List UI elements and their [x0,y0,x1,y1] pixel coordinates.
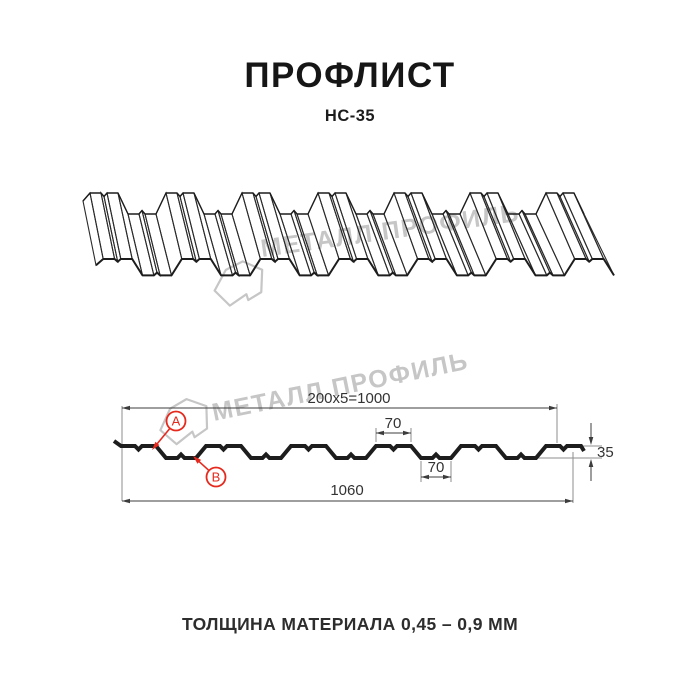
marker-a-circle [165,410,187,432]
profile-3d-lines [82,191,615,278]
model-code: НС-35 [324,107,376,125]
dim-top-width-label: 200x5=1000 [308,390,391,407]
marker-b-circle [205,466,227,488]
marker-a-label: A [172,414,181,429]
thickness-note: ТОЛЩИНА МАТЕРИАЛА 0,45 – 0,9 ММ [181,614,519,634]
marker-b-label: B [212,470,221,485]
metall-profil-logo-icon [159,398,209,446]
dimension-lines [122,405,594,504]
dim-overall-width-label: 1060 [330,482,363,499]
section-profile-path [112,439,586,460]
cross-section-drawing: МЕТАЛЛ ПРОФИЛЬ 200x5=1000 70 70 1060 35 … [112,350,614,504]
dim-flange-bottom-label: 70 [428,459,445,476]
dimension-labels: 200x5=1000 70 70 1060 35 [308,390,614,499]
marker-a: A [152,410,187,450]
dim-height-label: 35 [597,444,614,461]
header: ПРОФЛИСТ НС-35 [0,0,700,126]
marker-a-arrowhead [152,441,160,450]
marker-b: B [193,456,227,488]
watermark-text: МЕТАЛЛ ПРОФИЛЬ [210,350,471,427]
profile-3d-drawing: МЕТАЛЛ ПРОФИЛЬ [82,191,615,307]
dim-flange-top-label: 70 [385,415,402,432]
cross-section-art [112,404,602,504]
marker-b-arrowhead [193,456,202,464]
page-title: ПРОФЛИСТ [244,56,456,95]
metall-profil-logo-icon [213,260,264,307]
